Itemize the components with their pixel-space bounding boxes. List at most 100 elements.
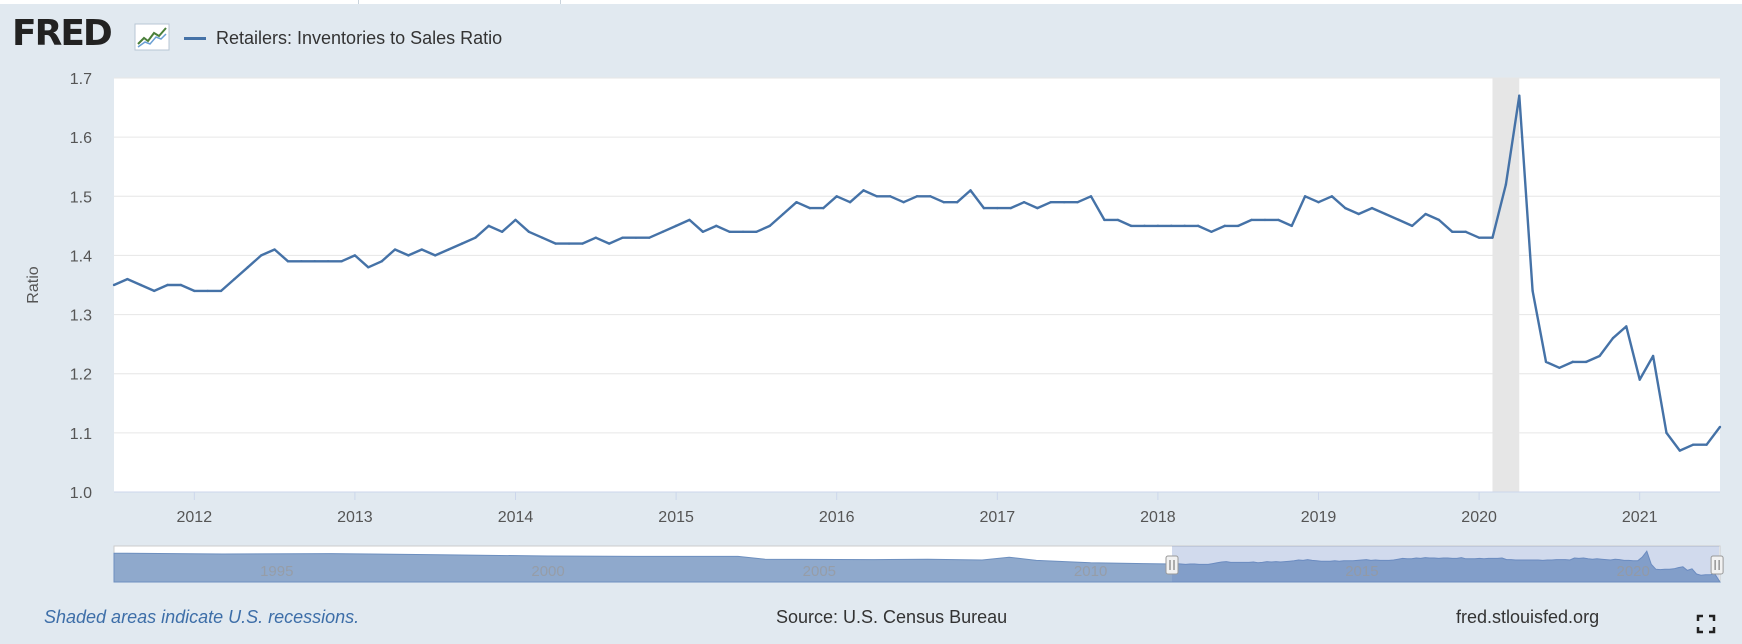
- data-point: [1491, 236, 1494, 239]
- data-point: [1116, 218, 1119, 222]
- data-point: [688, 218, 691, 222]
- data-point: [434, 254, 437, 257]
- data-point: [661, 230, 664, 233]
- x-tick-label: 2018: [1140, 509, 1176, 526]
- data-point: [393, 248, 397, 251]
- x-tick-label: 2015: [658, 509, 694, 526]
- data-point: [1357, 212, 1360, 216]
- data-point: [1665, 431, 1668, 435]
- data-point: [1317, 201, 1320, 204]
- data-point: [1223, 224, 1227, 228]
- line-chart[interactable]: 1.0 1.1 1.2 1.3 1.4 1.5 1.6 1.7 Ratio 2012 2013 201…: [0, 0, 1742, 600]
- data-point: [1089, 195, 1093, 198]
- data-point: [621, 236, 624, 239]
- data-point: [1718, 425, 1722, 429]
- data-point: [286, 260, 290, 263]
- data-point: [648, 236, 651, 239]
- navigator-label: 1995: [260, 563, 293, 580]
- data-point: [607, 242, 611, 245]
- x-tick-label: 2020: [1461, 509, 1497, 526]
- navigator-label: 2005: [803, 563, 836, 580]
- y-tick-label: 1.4: [70, 248, 92, 265]
- data-point: [460, 242, 464, 245]
- data-point: [728, 230, 731, 233]
- data-point: [1210, 230, 1213, 233]
- data-point: [1170, 224, 1173, 228]
- x-tick-label: 2016: [819, 509, 855, 526]
- data-point: [500, 230, 504, 233]
- data-point: [1370, 206, 1374, 210]
- data-point: [889, 195, 892, 198]
- data-point: [1063, 201, 1066, 204]
- recession-shade: [1492, 78, 1520, 492]
- data-point: [367, 266, 370, 269]
- data-point: [822, 206, 825, 210]
- data-point: [233, 277, 236, 281]
- x-tick-label: 2012: [177, 509, 213, 526]
- navigator-selection[interactable]: [1172, 546, 1720, 582]
- data-point: [1678, 449, 1682, 452]
- x-tick-label: 2017: [980, 509, 1016, 526]
- data-point: [1451, 230, 1454, 233]
- data-point: [474, 236, 477, 239]
- data-point: [1303, 195, 1307, 198]
- data-point: [1531, 289, 1534, 293]
- navigator-label: 2010: [1074, 563, 1107, 580]
- y-tick-label: 1.6: [70, 130, 92, 147]
- data-point: [313, 260, 316, 263]
- data-point: [1384, 212, 1387, 216]
- top-edge-divider: [358, 0, 359, 4]
- data-point: [273, 248, 276, 251]
- data-point: [1571, 360, 1574, 364]
- navigator-label: 2020: [1617, 563, 1650, 580]
- data-point: [1263, 218, 1267, 222]
- navigator-area: [113, 550, 1721, 583]
- data-point: [1584, 360, 1588, 364]
- navigator-handle[interactable]: [1710, 555, 1724, 575]
- data-point: [1183, 224, 1186, 228]
- data-point: [300, 260, 303, 263]
- navigator-handle-body: [1710, 555, 1724, 575]
- navigator-handle[interactable]: [1165, 555, 1179, 575]
- data-point: [674, 224, 678, 228]
- data-point: [126, 277, 129, 281]
- data-point: [1477, 236, 1481, 239]
- data-point: [982, 206, 986, 210]
- data-point: [152, 289, 156, 293]
- data-point: [1277, 218, 1280, 222]
- data-point: [634, 236, 638, 239]
- site-link[interactable]: fred.stlouisfed.org: [1456, 607, 1600, 627]
- data-point: [848, 201, 852, 204]
- data-point: [1129, 224, 1133, 228]
- data-point: [835, 195, 838, 198]
- data-point: [1330, 195, 1334, 198]
- chart-legend[interactable]: Retailers: Inventories to Sales Ratio: [184, 28, 502, 48]
- data-point: [942, 201, 945, 204]
- data-point: [139, 283, 142, 287]
- data-point: [594, 236, 597, 239]
- navigator-label: 2015: [1345, 563, 1378, 580]
- data-point: [1049, 201, 1053, 204]
- data-point: [246, 266, 250, 269]
- fullscreen-icon[interactable]: [1696, 614, 1716, 634]
- data-point: [755, 230, 758, 233]
- data-point: [1544, 360, 1548, 364]
- data-point: [1022, 201, 1026, 204]
- data-point: [808, 206, 812, 210]
- plot-area: [114, 78, 1720, 492]
- y-tick-label: 1.1: [70, 426, 92, 443]
- fred-logo[interactable]: FRED: [12, 13, 113, 54]
- data-point: [1598, 354, 1601, 358]
- data-point: [768, 224, 771, 228]
- data-point: [514, 218, 517, 222]
- x-tick-label: 2021: [1622, 509, 1658, 526]
- data-point: [875, 195, 879, 198]
- legend-swatch: [184, 36, 206, 40]
- data-point: [902, 201, 905, 204]
- data-point: [112, 283, 116, 287]
- data-point: [380, 260, 383, 263]
- data-point: [741, 230, 745, 233]
- data-point: [929, 195, 932, 198]
- data-point: [1290, 224, 1293, 228]
- data-point: [447, 248, 450, 251]
